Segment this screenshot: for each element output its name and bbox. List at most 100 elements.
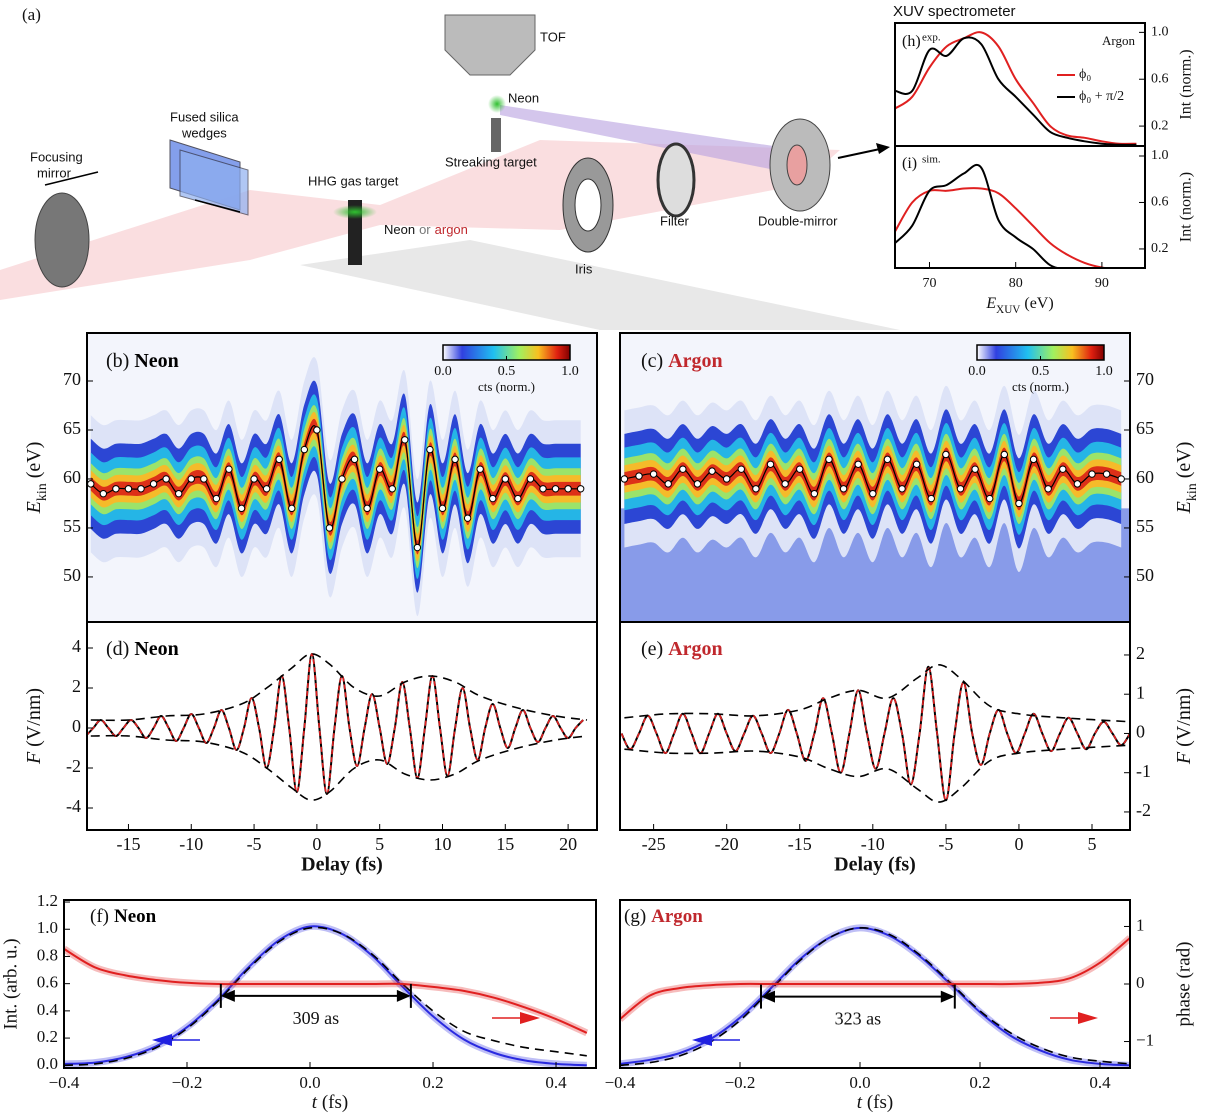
data-point [426, 445, 434, 454]
data-line [895, 163, 1062, 268]
x-tick-label: -5 [938, 834, 953, 854]
uncertainty-band [620, 935, 1130, 1022]
data-line [895, 31, 1137, 145]
frame [86, 621, 598, 831]
plot-area [620, 333, 1130, 622]
plot-area [87, 333, 597, 622]
x-axis-label-part: (fs) [862, 1092, 893, 1113]
y-axis-label: Int (norm.) [1178, 172, 1195, 242]
x-axis-label: t (fs) [312, 1092, 348, 1113]
y-axis-label-part: F [1173, 751, 1195, 765]
y-tick-label: 55 [1136, 516, 1154, 536]
data-point [1102, 470, 1111, 478]
label: Iris [575, 261, 593, 276]
x-tick-label: -15 [116, 834, 140, 854]
arrow [44, 171, 99, 186]
y-tick-label: 2 [1136, 643, 1145, 663]
label: Neon [384, 222, 415, 237]
label: Filter [660, 213, 690, 228]
x-axis-label-part: XUV [996, 304, 1020, 316]
y-axis-label-part: kin [35, 483, 50, 501]
y-tick-label: -1 [1136, 761, 1151, 781]
panel-letter: (d) [106, 638, 129, 660]
panel-letter: (i) [902, 155, 917, 172]
x-tick-label: −0.4 [49, 1073, 80, 1092]
data-point [388, 485, 396, 493]
data-point [162, 475, 170, 483]
data-point [551, 485, 560, 493]
data-point [401, 436, 409, 444]
colorbar-tick-label: 1.0 [1095, 364, 1113, 379]
data-point [708, 467, 716, 475]
panel-title: Argon [668, 350, 722, 372]
data-line [90, 653, 588, 722]
plot-area [620, 663, 1130, 803]
legend-label: ϕ₀ + π/2 [1079, 89, 1124, 104]
panel-letter: (e) [641, 638, 663, 660]
data-point [883, 455, 892, 464]
y-tick-label: 0.4 [37, 1000, 59, 1019]
x-tick-label: -10 [179, 834, 203, 854]
x-tick-label: 5 [375, 834, 384, 854]
x-tick-label: −0.2 [725, 1073, 756, 1092]
data-point [1044, 485, 1052, 493]
gas-glow [333, 205, 377, 219]
streaking-target [491, 118, 501, 152]
y-axis-label: F (V/nm) [1173, 688, 1195, 765]
x-tick-label: 80 [1009, 276, 1023, 291]
label: Fused silica [170, 109, 239, 124]
label: HHG gas target [308, 173, 399, 188]
data-point [200, 475, 208, 483]
data-point [413, 543, 422, 552]
panel-note: sim. [922, 154, 941, 166]
y-axis-label-part: (eV) [1173, 442, 1195, 484]
data-line [87, 652, 584, 796]
label: mirror [37, 165, 72, 180]
data-point [971, 465, 979, 473]
colorbar-label: cts (norm.) [1012, 379, 1069, 394]
y-tick-label: 65 [63, 418, 81, 438]
plot-area [895, 31, 1137, 146]
x-tick-label: -5 [247, 834, 262, 854]
x-tick-label: 0.2 [969, 1073, 990, 1092]
data-point [752, 485, 760, 493]
y-tick-label: 0.8 [37, 945, 58, 964]
x-tick-label: 0.0 [299, 1073, 320, 1092]
x-tick-label: 20 [559, 834, 577, 854]
y-tick-label: 1.2 [37, 891, 58, 910]
data-point [514, 494, 522, 503]
data-point [839, 485, 848, 493]
data-point [313, 426, 321, 434]
y-tick-label: -2 [1136, 800, 1151, 820]
x-axis-label: t (fs) [857, 1092, 893, 1113]
data-point [112, 485, 120, 493]
annotation: 309 as [293, 1008, 340, 1028]
x-tick-label: −0.4 [605, 1073, 636, 1092]
y-tick-label: 0.0 [37, 1054, 58, 1073]
data-point [564, 485, 572, 493]
y-tick-label: 0.6 [1151, 71, 1169, 86]
data-point [898, 485, 906, 493]
fit-line [620, 665, 1130, 802]
y-tick-label: 2 [72, 676, 81, 696]
panel-title: Argon [668, 638, 722, 660]
panel-title: Neon [114, 906, 157, 927]
y-tick-label: 1 [1136, 682, 1145, 702]
x-axis-label: EXUV (eV) [985, 295, 1053, 316]
data-point [1059, 465, 1067, 473]
data-point [187, 475, 195, 483]
y-axis-label-part: F [23, 751, 45, 765]
panel-label: (f) Neon [90, 906, 157, 927]
x-tick-label: 10 [433, 834, 451, 854]
frame [619, 621, 1131, 831]
x-tick-label: −0.2 [172, 1073, 203, 1092]
y-tick-label: 65 [1136, 418, 1154, 438]
data-point [338, 475, 346, 483]
y-tick-label: −1 [1136, 1030, 1154, 1049]
x-tick-label: 0.4 [1089, 1073, 1111, 1092]
plot-area [895, 163, 1112, 268]
data-line [620, 665, 1130, 802]
panel-letter: (b) [106, 350, 129, 372]
y-tick-label: 1.0 [37, 918, 58, 937]
y-tick-label: 60 [63, 467, 81, 487]
